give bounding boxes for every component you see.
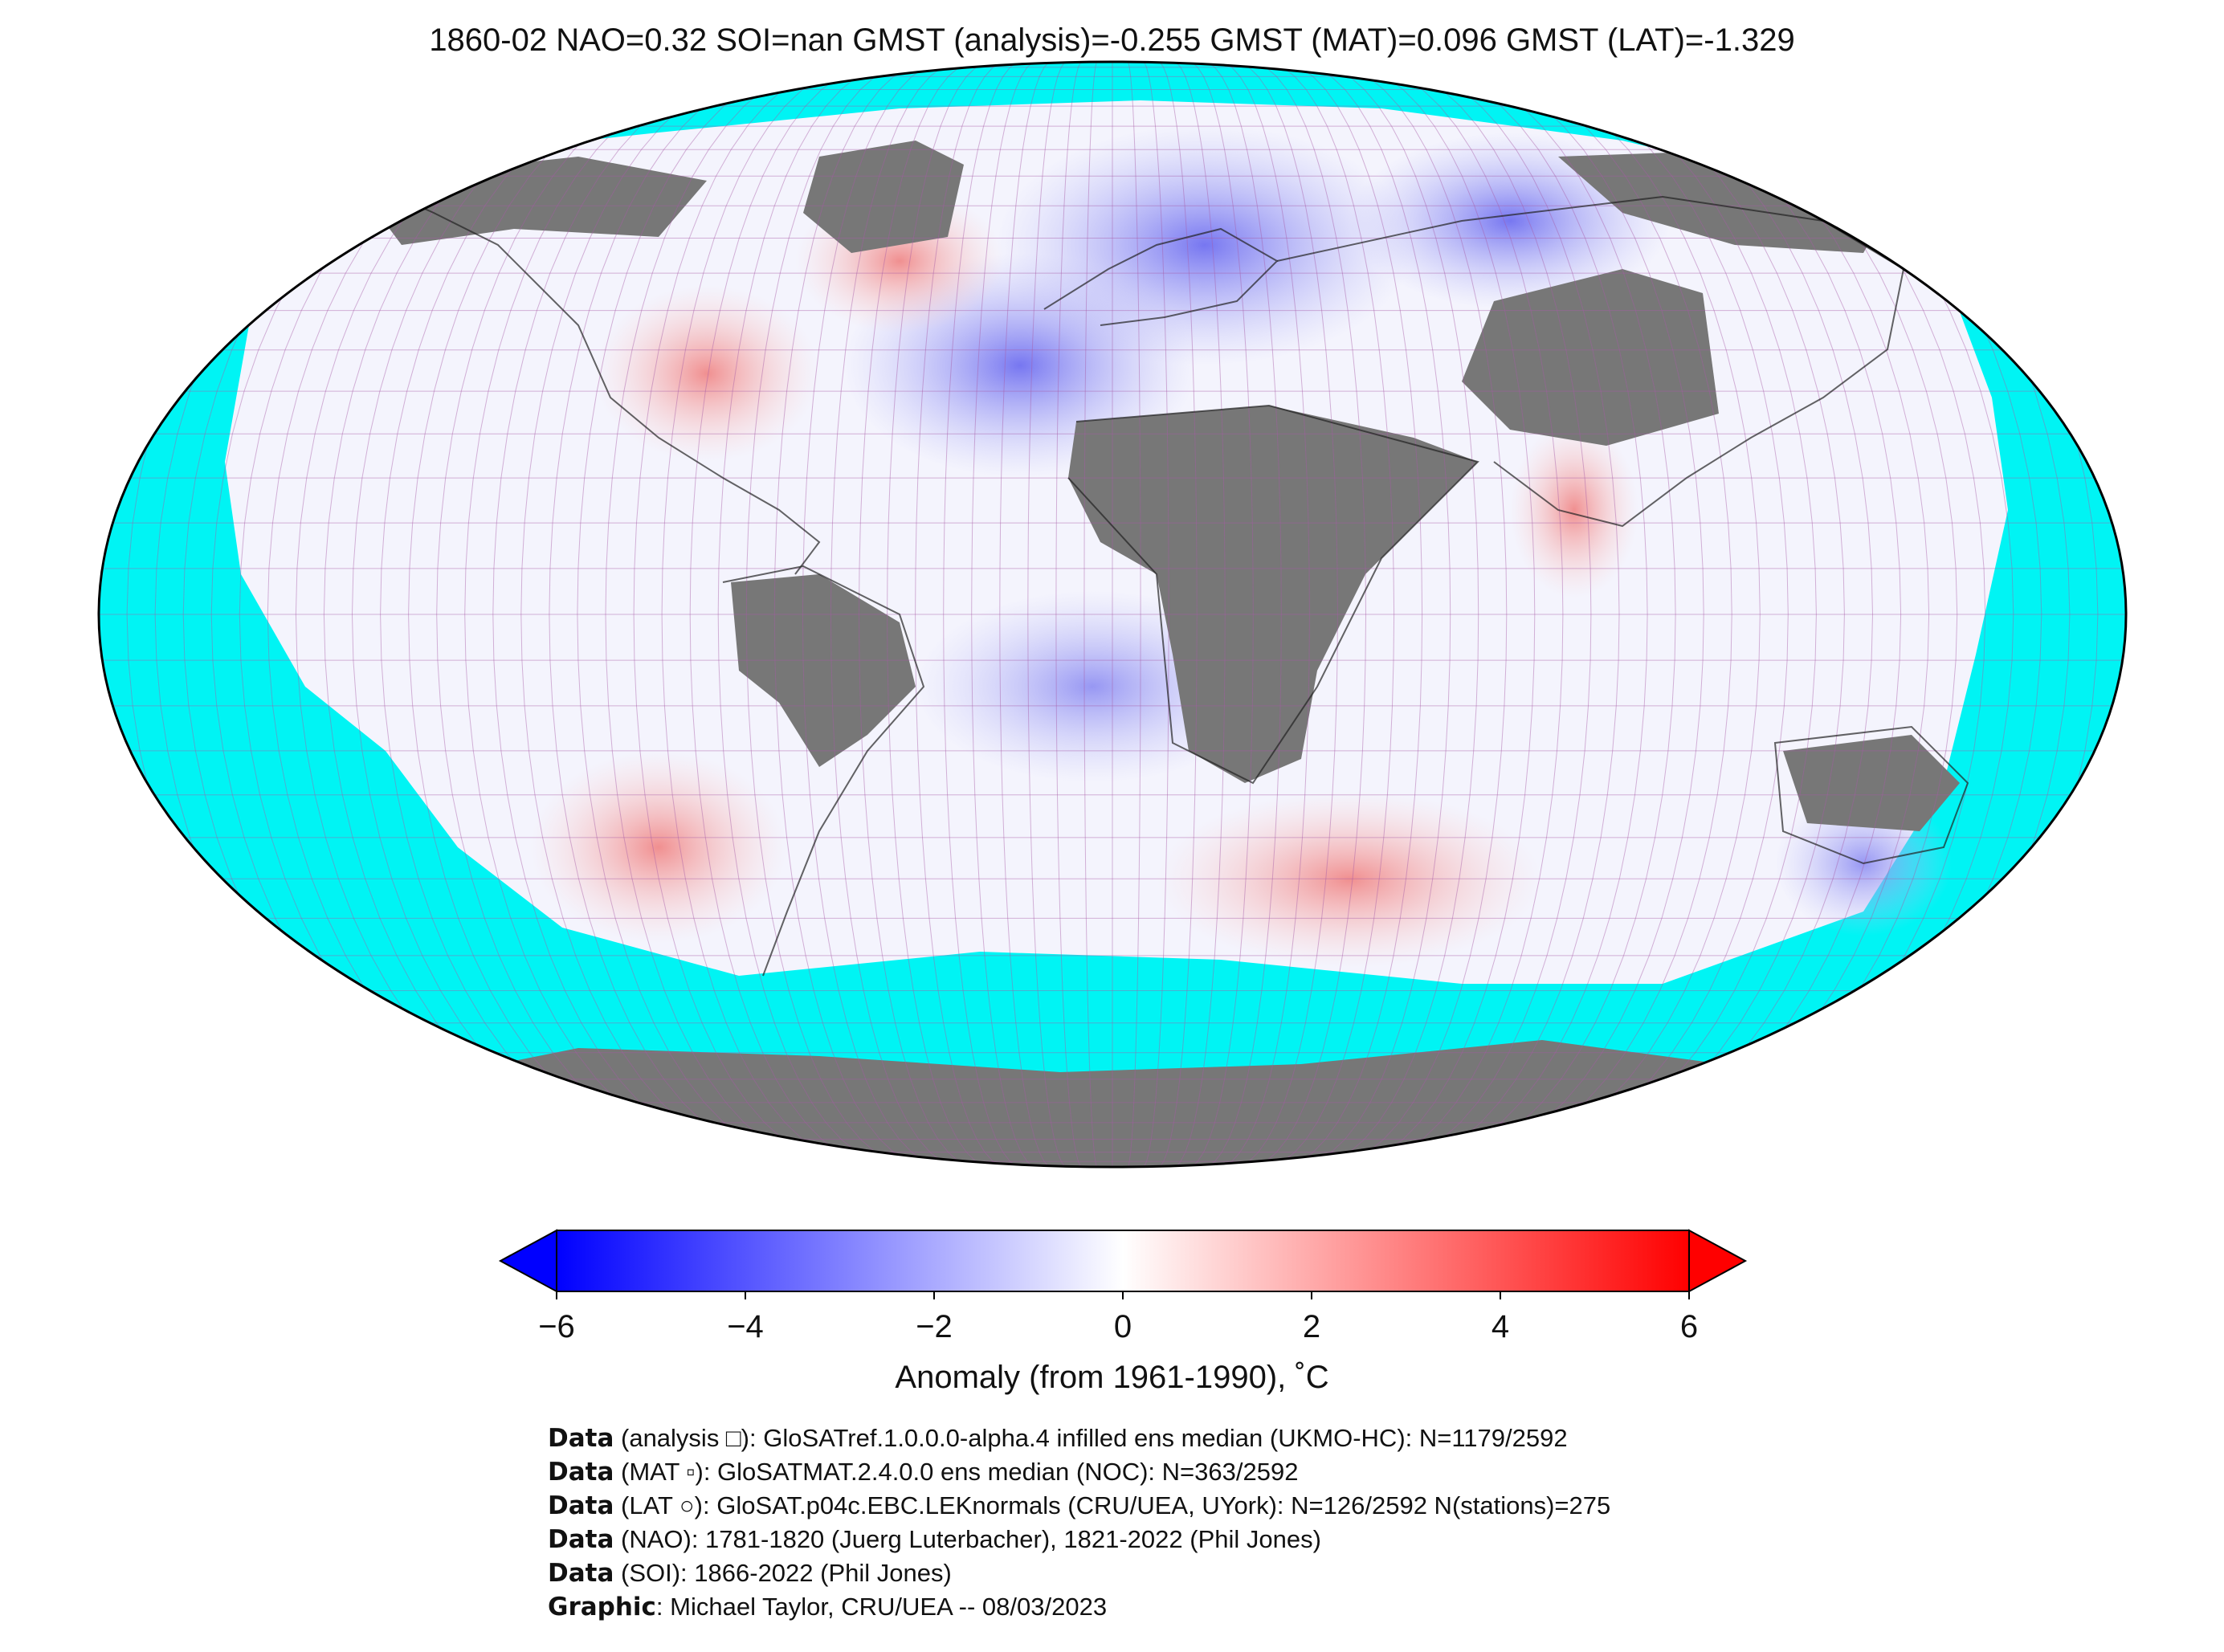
meridian-line [1055, 62, 1082, 1167]
colorbar-tick-label: −4 [727, 1309, 764, 1344]
meridian-line [1460, 62, 1732, 1167]
meridian-line [577, 62, 812, 1167]
meridian-line [1444, 62, 1704, 1167]
colorbar-tick-label: −6 [538, 1309, 575, 1344]
anomaly-map [97, 60, 2128, 1169]
credit-key: Graphic [548, 1593, 656, 1621]
credit-key: Data [548, 1491, 614, 1520]
meridian-line [773, 62, 923, 1167]
meridian-line [1302, 62, 1451, 1167]
meridian-line [971, 62, 1034, 1167]
meridian-line [1476, 62, 1761, 1167]
credit-text: (SOI): 1866-2022 (Phil Jones) [614, 1559, 952, 1587]
meridian-line [1239, 62, 1338, 1167]
meridian-line [915, 62, 1002, 1167]
credit-line: Data (analysis □): GloSATref.1.0.0.0-alp… [548, 1422, 1610, 1455]
meridian-line [1159, 62, 1198, 1167]
meridian-line [1191, 62, 1254, 1167]
credit-line: Data (MAT ▫): GloSATMAT.2.4.0.0 ens medi… [548, 1455, 1610, 1489]
meridian-line [605, 62, 828, 1167]
meridian-line [1255, 62, 1367, 1167]
colorbar: −6 −4 −2 0 2 4 6 [498, 1229, 1748, 1344]
meridian-line [1428, 62, 1676, 1167]
meridian-line [999, 62, 1050, 1167]
meridian-line [1492, 62, 1789, 1167]
meridian-line [1381, 62, 1592, 1167]
credit-text: (analysis □): GloSATref.1.0.0.0-alpha.4 … [614, 1424, 1568, 1452]
meridian-line [1413, 62, 1648, 1167]
meridian-line [1222, 62, 1310, 1167]
credit-key: Data [548, 1559, 614, 1588]
colorbar-label: Anomaly (from 1961-1990), ˚C [895, 1360, 1329, 1395]
meridian-line [1083, 62, 1097, 1167]
meridian-line [633, 62, 844, 1167]
colorbar-tick-label: 2 [1303, 1309, 1320, 1344]
meridian-line [887, 62, 986, 1167]
meridian-line [520, 62, 781, 1167]
credit-text: : Michael Taylor, CRU/UEA -- 08/03/2023 [655, 1593, 1108, 1621]
meridian-line [549, 62, 797, 1167]
meridian-line [802, 62, 939, 1167]
credit-key: Data [548, 1458, 614, 1487]
meridian-line [436, 62, 733, 1167]
credit-text: (NAO): 1781-1820 (Juerg Luterbacher), 18… [614, 1525, 1321, 1553]
credit-line: Data (LAT ○): GloSAT.p04c.EBC.LEKnormals… [548, 1489, 1610, 1523]
credit-line: Data (SOI): 1866-2022 (Phil Jones) [548, 1556, 1610, 1590]
credit-text: (LAT ○): GloSAT.p04c.EBC.LEKnormals (CRU… [614, 1491, 1611, 1519]
credit-key: Data [548, 1424, 614, 1453]
meridian-line [1143, 62, 1169, 1167]
meridian-line [717, 62, 892, 1167]
credit-line: Data (NAO): 1781-1820 (Juerg Luterbacher… [548, 1523, 1610, 1556]
meridian-line [1349, 62, 1536, 1167]
meridian-line [1365, 62, 1564, 1167]
credit-line: Graphic: Michael Taylor, CRU/UEA -- 08/0… [548, 1590, 1610, 1624]
meridian-line [745, 62, 907, 1167]
meridian-line [1027, 62, 1066, 1167]
credit-text: (MAT ▫): GloSATMAT.2.4.0.0 ens median (N… [614, 1458, 1299, 1486]
colorbar-low-extension [498, 1229, 557, 1293]
colorbar-tick-label: 0 [1114, 1309, 1132, 1344]
meridian-line [1397, 62, 1620, 1167]
credit-key: Data [548, 1525, 614, 1554]
colorbar-tick-label: 6 [1680, 1309, 1698, 1344]
meridian-line [1175, 62, 1226, 1167]
meridian-line [492, 62, 765, 1167]
meridian-line [1333, 62, 1508, 1167]
colorbar-tick-label: −2 [916, 1309, 953, 1344]
map-title: 1860-02 NAO=0.32 SOI=nan GMST (analysis)… [429, 22, 1795, 58]
meridian-line [1286, 62, 1423, 1167]
meridian-line [1206, 62, 1282, 1167]
map-border [97, 60, 2128, 1169]
colorbar-high-extension [1688, 1229, 1748, 1293]
colorbar-ticks [556, 1291, 1690, 1299]
meridian-line [1128, 62, 1141, 1167]
colorbar-tick-label: 4 [1492, 1309, 1509, 1344]
meridian-line [858, 62, 970, 1167]
meridian-line [689, 62, 875, 1167]
meridian-line [1270, 62, 1395, 1167]
meridian-line [464, 62, 749, 1167]
data-credits: Data (analysis □): GloSATref.1.0.0.0-alp… [548, 1422, 1610, 1624]
meridian-line [830, 62, 955, 1167]
meridian-line [1318, 62, 1479, 1167]
colorbar-gradient [556, 1230, 1690, 1292]
meridian-line [661, 62, 859, 1167]
meridian-line [943, 62, 1018, 1167]
